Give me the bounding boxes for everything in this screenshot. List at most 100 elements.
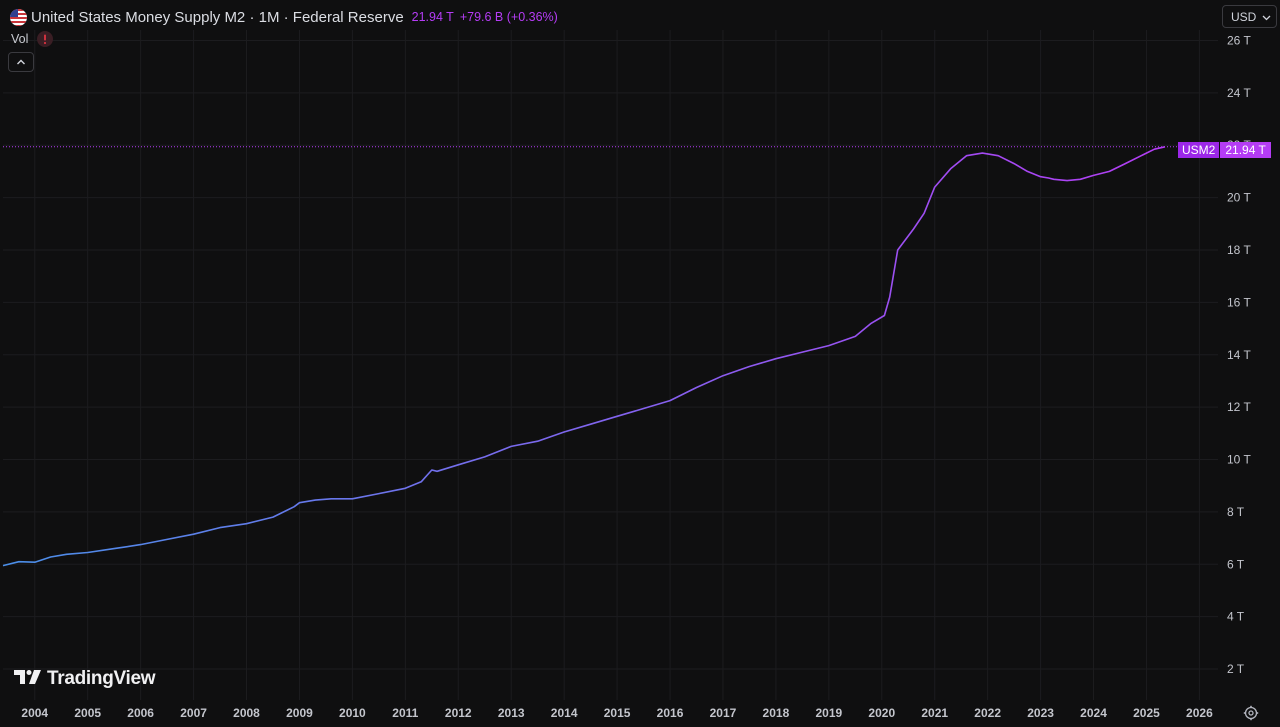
data-point (431, 469, 433, 471)
data-point (2, 565, 4, 567)
x-tick-label: 2026 (1186, 706, 1213, 720)
data-point (828, 345, 830, 347)
x-tick-label: 2020 (868, 706, 895, 720)
data-point (966, 155, 968, 157)
data-point (1164, 146, 1166, 148)
data-point (378, 493, 380, 495)
x-tick-label: 2007 (180, 706, 207, 720)
data-point (982, 152, 984, 154)
x-tick-label: 2024 (1080, 706, 1107, 720)
data-point (246, 523, 248, 525)
x-tick-label: 2008 (233, 706, 260, 720)
data-point (113, 548, 115, 550)
data-point (775, 358, 777, 360)
data-point (66, 554, 68, 556)
tradingview-logo[interactable]: TradingView (14, 668, 156, 690)
y-tick-label: 16 T (1227, 295, 1251, 309)
data-point (315, 499, 317, 501)
value-change: +79.6 B (+0.36%) (459, 10, 558, 24)
x-tick-label: 2018 (763, 706, 790, 720)
data-point (913, 228, 915, 230)
data-point (140, 544, 142, 546)
series-line-usm2[interactable] (2, 146, 1166, 567)
data-point (1109, 171, 1111, 173)
data-point (330, 498, 332, 500)
y-tick-label: 20 T (1227, 191, 1251, 205)
x-tick-label: 2017 (710, 706, 737, 720)
data-point (193, 533, 195, 535)
data-point (1013, 163, 1015, 165)
x-tick-label: 2019 (815, 706, 842, 720)
data-point (1053, 178, 1055, 180)
price-label-value: 21.94 T (1219, 142, 1271, 158)
y-tick-label: 14 T (1227, 348, 1251, 362)
data-point (905, 239, 907, 241)
x-tick-label: 2014 (551, 706, 578, 720)
y-tick-label: 12 T (1227, 400, 1251, 414)
y-tick-label: 2 T (1227, 662, 1245, 676)
data-point (950, 168, 952, 170)
data-point (563, 431, 565, 433)
data-point (643, 408, 645, 410)
x-tick-label: 2015 (604, 706, 631, 720)
data-point (1066, 180, 1068, 182)
y-tick-label: 4 T (1227, 610, 1245, 624)
y-tick-label: 8 T (1227, 505, 1245, 519)
data-point (889, 296, 891, 298)
us-flag-icon (10, 8, 27, 26)
data-point (420, 481, 422, 483)
currency-select[interactable]: USD (1222, 5, 1277, 28)
y-axis: 2 T4 T6 T8 T10 T12 T14 T16 T18 T20 T22 T… (1227, 33, 1251, 676)
currency-label: USD (1231, 9, 1257, 24)
price-label-symbol: USM2 (1178, 142, 1220, 158)
x-axis: 2004 2005 2006 2007 2008 2009 2010 2011 2012 2013… (21, 706, 1213, 720)
y-tick-label: 10 T (1227, 453, 1251, 467)
data-point (802, 351, 804, 353)
collapse-button[interactable] (8, 52, 34, 72)
data-point (1027, 171, 1029, 173)
x-tick-label: 2021 (921, 706, 948, 720)
data-point (870, 323, 872, 325)
data-point (352, 498, 354, 500)
x-tick-label: 2005 (74, 706, 101, 720)
chevron-down-icon (1262, 10, 1271, 24)
x-tick-label: 2010 (339, 706, 366, 720)
data-point (1040, 176, 1042, 178)
y-tick-label: 26 T (1227, 33, 1251, 47)
data-point (722, 375, 724, 377)
data-point (299, 502, 301, 504)
data-point (1093, 175, 1095, 177)
data-point (897, 249, 899, 251)
data-point (484, 456, 486, 458)
x-tick-label: 2009 (286, 706, 313, 720)
data-point (18, 561, 20, 563)
data-point (1124, 163, 1126, 165)
data-point (537, 440, 539, 442)
y-tick-label: 24 T (1227, 86, 1251, 100)
x-tick-label: 2023 (1027, 706, 1054, 720)
chevron-up-icon (16, 53, 26, 71)
x-tick-label: 2006 (127, 706, 154, 720)
data-point (590, 423, 592, 425)
y-tick-label: 6 T (1227, 557, 1245, 571)
series-points (2, 146, 1166, 566)
data-point (50, 556, 52, 558)
x-tick-label: 2016 (657, 706, 684, 720)
data-point (166, 539, 168, 541)
data-point (855, 336, 857, 338)
data-point (87, 552, 89, 554)
data-point (934, 186, 936, 188)
data-point (1080, 178, 1082, 180)
volume-indicator[interactable]: Vol (11, 31, 54, 47)
tradingview-logo-text: TradingView (47, 668, 156, 689)
data-point (1140, 155, 1142, 157)
data-point (696, 387, 698, 389)
x-tick-label: 2025 (1133, 706, 1160, 720)
warning-icon[interactable] (37, 31, 54, 47)
data-point (293, 506, 295, 508)
settings-icon[interactable] (1243, 705, 1259, 721)
data-point (997, 155, 999, 157)
data-point (510, 446, 512, 448)
